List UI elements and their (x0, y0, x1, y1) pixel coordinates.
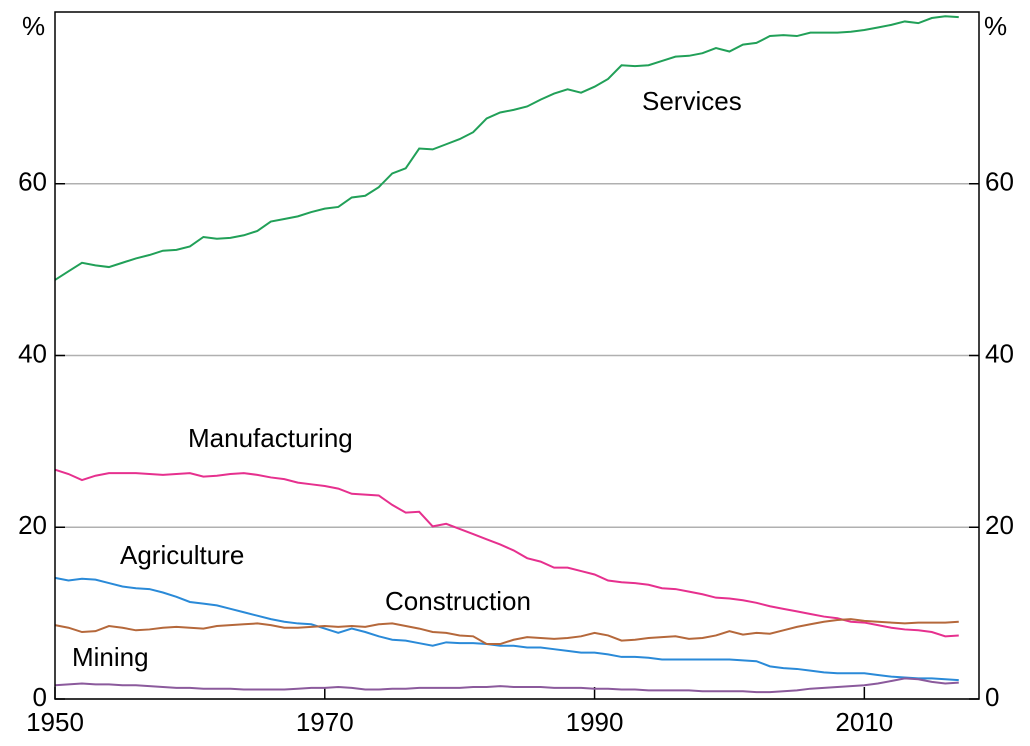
x-tick-label: 2010 (835, 707, 893, 737)
series-label: Agriculture (120, 540, 244, 570)
plot-frame (54, 11, 980, 700)
y-unit-left: % (22, 11, 45, 41)
series-line (54, 468, 959, 638)
x-tick-label: 1990 (566, 707, 624, 737)
y2-tick-label: 20 (985, 510, 1014, 540)
y-tick-label: 40 (18, 338, 47, 368)
series-line (54, 576, 959, 682)
y2-tick-label: 60 (985, 167, 1014, 197)
series-label: Construction (385, 586, 531, 616)
y-tick-label: 60 (18, 167, 47, 197)
series-line (54, 618, 959, 646)
y-unit-right: % (984, 11, 1007, 41)
x-tick-label: 1950 (26, 707, 84, 737)
y-tick-label: 0 (33, 682, 47, 712)
x-tick-label: 1970 (296, 707, 354, 737)
series-line (54, 677, 959, 694)
series-label: Mining (72, 642, 149, 672)
y2-tick-label: 40 (985, 338, 1014, 368)
series-label: Manufacturing (188, 423, 353, 453)
y2-tick-label: 0 (985, 682, 999, 712)
series-label: Services (642, 86, 742, 116)
series-line (54, 15, 959, 281)
y-tick-label: 20 (18, 510, 47, 540)
